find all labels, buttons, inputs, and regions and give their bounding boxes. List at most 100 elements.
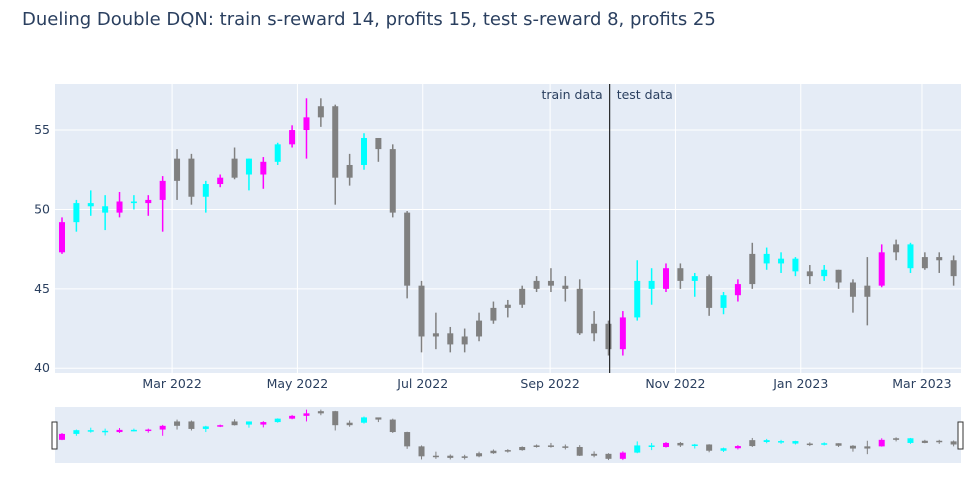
candle-body xyxy=(907,244,914,269)
candle-sell[interactable] xyxy=(734,279,741,302)
candle-body xyxy=(317,106,324,118)
candle-buy[interactable] xyxy=(720,292,727,315)
candle-buy[interactable] xyxy=(778,252,785,273)
candle-sell[interactable] xyxy=(116,191,123,218)
candle-hold[interactable] xyxy=(346,153,353,186)
candle-sell[interactable] xyxy=(878,244,885,288)
candle-body xyxy=(346,164,353,178)
mini-candle-body xyxy=(663,442,669,447)
mini-candle-body xyxy=(461,456,468,458)
candle-buy[interactable] xyxy=(102,195,109,231)
range-slider[interactable] xyxy=(55,407,961,463)
candle-hold[interactable] xyxy=(188,153,195,205)
gridlines xyxy=(55,84,961,373)
candle-buy[interactable] xyxy=(763,247,770,270)
candle-hold[interactable] xyxy=(749,242,756,289)
mini-candle-body xyxy=(490,450,497,454)
candle-buy[interactable] xyxy=(634,260,641,321)
mini-candle-body xyxy=(188,421,195,429)
plot-area[interactable] xyxy=(55,84,961,373)
y-tick-label: 50 xyxy=(34,201,50,216)
mini-candle-body xyxy=(418,446,425,457)
range-slider-right-handle[interactable] xyxy=(957,421,964,450)
candle-hold[interactable] xyxy=(706,274,713,316)
candle-body xyxy=(936,257,943,261)
candle-body xyxy=(159,180,166,200)
candle-hold[interactable] xyxy=(504,299,511,318)
candle-buy[interactable] xyxy=(907,242,914,273)
candle-buy[interactable] xyxy=(691,272,698,297)
x-tick-label: Mar 2022 xyxy=(142,376,201,391)
candle-buy[interactable] xyxy=(821,265,828,281)
candle-hold[interactable] xyxy=(418,280,425,353)
candle-hold[interactable] xyxy=(533,276,540,293)
candle-body xyxy=(749,253,756,285)
candle-hold[interactable] xyxy=(447,326,454,353)
candle-hold[interactable] xyxy=(921,252,928,270)
candle-body xyxy=(720,295,727,308)
candle-hold[interactable] xyxy=(519,285,526,308)
mini-candle-body xyxy=(950,441,957,445)
mini-candle-body xyxy=(720,448,727,451)
mini-candle-body xyxy=(821,443,828,445)
candle-hold[interactable] xyxy=(677,263,684,289)
candle-hold[interactable] xyxy=(835,269,842,289)
candle-sell[interactable] xyxy=(159,176,166,232)
mini-candle-body xyxy=(547,445,554,447)
x-tick-label: Sep 2022 xyxy=(520,376,579,391)
candle-hold[interactable] xyxy=(864,257,871,326)
candle-hold[interactable] xyxy=(432,312,439,350)
candle-sell[interactable] xyxy=(303,98,310,159)
candle-hold[interactable] xyxy=(174,149,181,200)
candle-sell[interactable] xyxy=(619,311,626,356)
mini-candle-body xyxy=(778,441,785,443)
candle-sell[interactable] xyxy=(59,217,65,254)
mini-candle-body xyxy=(907,438,914,443)
candle-sell[interactable] xyxy=(260,157,267,189)
candle-hold[interactable] xyxy=(547,268,554,293)
candle-buy[interactable] xyxy=(245,158,252,191)
candle-hold[interactable] xyxy=(231,147,238,180)
candle-body xyxy=(921,257,928,269)
candle-sell[interactable] xyxy=(217,174,224,188)
candle-hold[interactable] xyxy=(950,255,957,286)
candle-hold[interactable] xyxy=(404,211,411,299)
candle-hold[interactable] xyxy=(490,301,497,324)
candle-buy[interactable] xyxy=(274,142,281,165)
candle-hold[interactable] xyxy=(461,328,468,353)
candle-buy[interactable] xyxy=(202,180,209,213)
candle-buy[interactable] xyxy=(73,199,80,232)
candle-body xyxy=(59,222,65,253)
candle-sell[interactable] xyxy=(663,263,669,293)
candle-body xyxy=(677,268,684,281)
candle-buy[interactable] xyxy=(792,257,799,277)
candle-hold[interactable] xyxy=(317,98,324,127)
candle-hold[interactable] xyxy=(389,144,396,218)
candle-hold[interactable] xyxy=(936,252,943,273)
y-axis: 40 45 50 55 xyxy=(34,122,50,375)
candle-buy[interactable] xyxy=(130,195,137,210)
candle-body xyxy=(260,161,267,175)
candle-hold[interactable] xyxy=(375,137,382,162)
range-slider-left-handle[interactable] xyxy=(51,421,58,450)
candle-body xyxy=(547,280,554,286)
candle-hold[interactable] xyxy=(591,311,598,342)
candle-hold[interactable] xyxy=(332,104,339,205)
candle-sell[interactable] xyxy=(289,125,296,148)
candle-buy[interactable] xyxy=(87,190,94,216)
candle-buy[interactable] xyxy=(648,268,655,305)
candle-hold[interactable] xyxy=(562,276,569,302)
candle-body xyxy=(375,137,382,150)
candle-hold[interactable] xyxy=(605,320,612,356)
candle-hold[interactable] xyxy=(576,279,583,335)
candle-buy[interactable] xyxy=(361,133,367,170)
candle-hold[interactable] xyxy=(806,265,813,285)
candle-hold[interactable] xyxy=(849,279,856,313)
candle-body xyxy=(634,280,641,318)
candle-body xyxy=(619,317,626,350)
mini-candle-body xyxy=(476,453,483,457)
candle-sell[interactable] xyxy=(145,195,152,216)
candle-hold[interactable] xyxy=(476,312,483,342)
candle-hold[interactable] xyxy=(893,239,900,261)
